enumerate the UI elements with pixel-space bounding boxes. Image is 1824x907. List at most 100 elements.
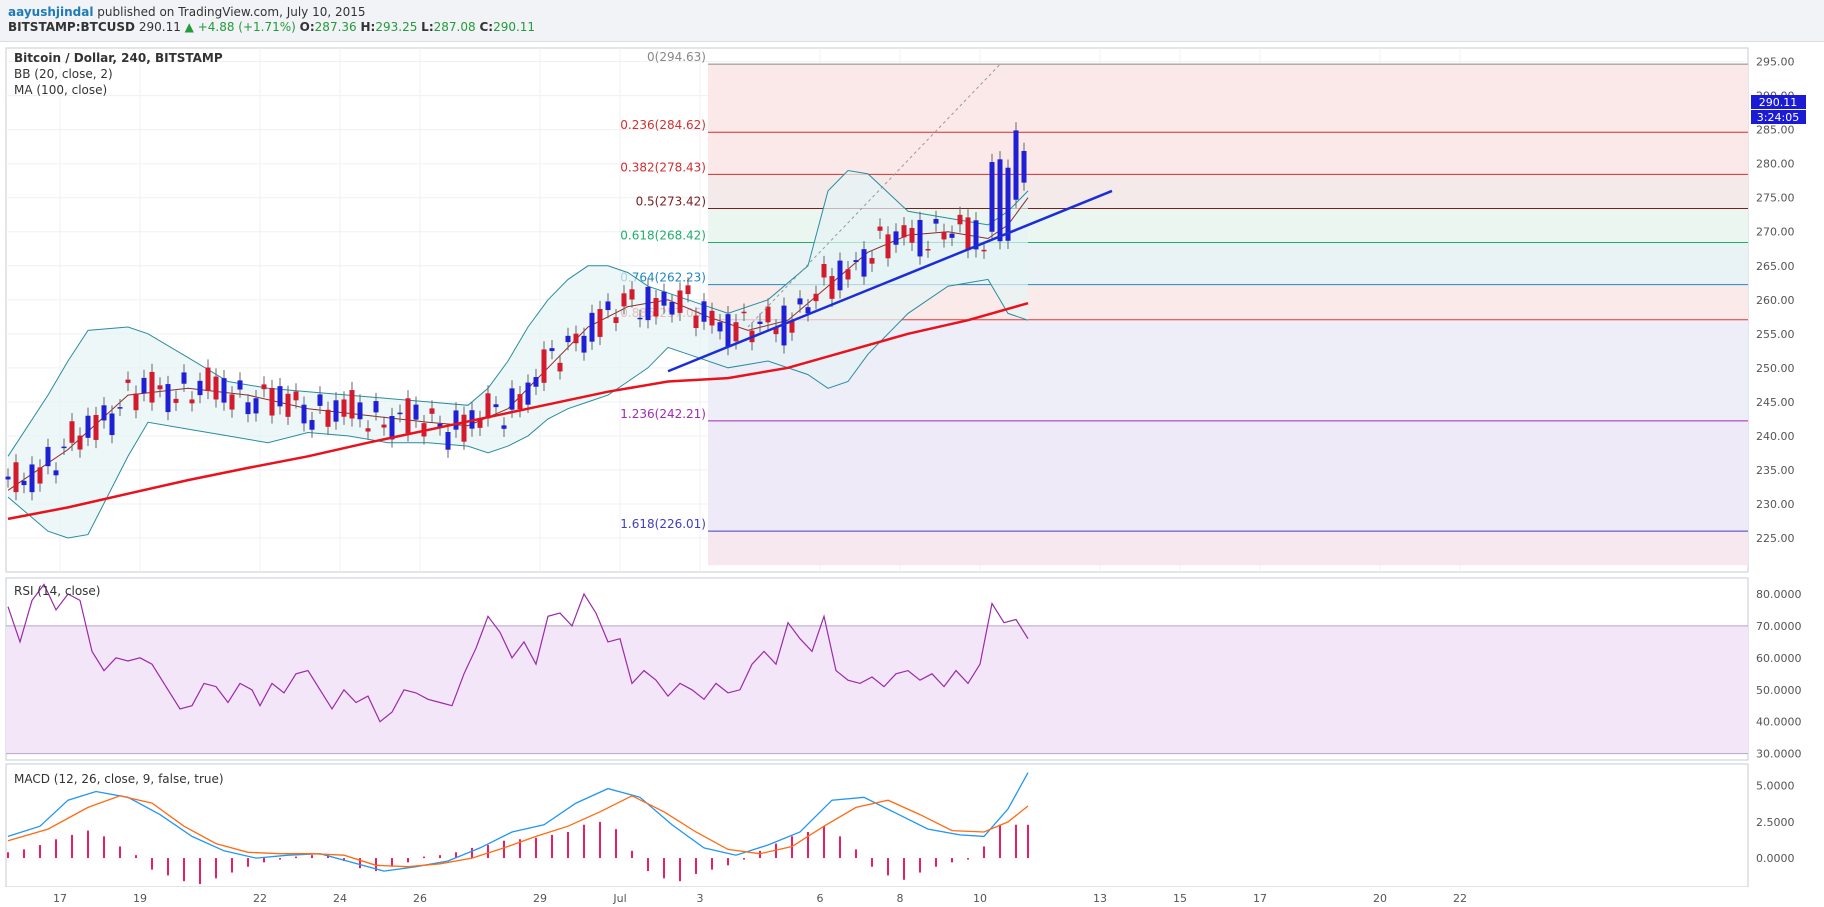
candle-body[interactable] [565,335,571,343]
candle-body[interactable] [661,291,667,306]
candle-body[interactable] [909,227,915,243]
candle-body[interactable] [277,386,283,407]
candle-body[interactable] [525,382,531,405]
candle-body[interactable] [637,317,643,320]
candle-body[interactable] [781,305,787,346]
candle-body[interactable] [237,380,243,390]
candle-body[interactable] [101,405,107,421]
candle-body[interactable] [877,226,883,231]
candle-body[interactable] [509,388,515,410]
candle-body[interactable] [325,409,331,427]
candle-body[interactable] [53,470,59,476]
candle-body[interactable] [493,404,499,408]
candle-body[interactable] [685,285,691,295]
candle-body[interactable] [165,384,171,413]
candle-body[interactable] [229,394,235,410]
candle-body[interactable] [757,321,763,324]
ma-legend[interactable]: MA (100, close) [14,83,107,97]
candle-body[interactable] [941,231,947,240]
rsi-pane[interactable]: 80.0000 70.0000 60.0000 50.0000 40.0000 30.00… [5,577,1802,761]
candle-body[interactable] [829,276,835,299]
candle-body[interactable] [773,327,779,335]
candle-body[interactable] [861,249,867,277]
candle-body[interactable] [205,367,211,391]
candle-body[interactable] [981,249,987,252]
candle-body[interactable] [181,372,187,384]
candle-body[interactable] [701,301,707,322]
candle-body[interactable] [109,413,115,436]
candle-body[interactable] [453,410,459,430]
candle-body[interactable] [917,219,923,257]
candle-body[interactable] [725,314,731,348]
candle-body[interactable] [709,310,715,326]
candle-body[interactable] [989,162,995,232]
candle-body[interactable] [141,377,147,394]
candle-body[interactable] [405,398,411,434]
candle-body[interactable] [885,234,891,259]
candle-body[interactable] [717,322,723,332]
macd-legend[interactable]: MACD (12, 26, close, 9, false, true) [14,772,224,786]
candle-body[interactable] [845,269,851,280]
candle-body[interactable] [253,398,259,414]
candle-body[interactable] [301,404,307,424]
candle-body[interactable] [605,301,611,311]
candle-body[interactable] [61,446,67,449]
candle-body[interactable] [269,387,275,416]
candle-body[interactable] [349,390,355,419]
bb-lower-line[interactable] [7,278,1029,539]
candle-body[interactable] [549,348,555,352]
fib-anchor-line[interactable] [747,63,1001,328]
candle-body[interactable] [581,335,587,353]
candle-body[interactable] [485,393,491,419]
candle-body[interactable] [21,480,27,486]
candle-body[interactable] [117,407,123,409]
candle-body[interactable] [901,225,907,238]
candle-body[interactable] [261,384,267,390]
candle-body[interactable] [245,402,251,415]
candle-body[interactable] [173,398,179,403]
candle-body[interactable] [797,298,803,305]
candle-body[interactable] [189,399,195,404]
candle-body[interactable] [45,446,51,467]
candle-body[interactable] [677,290,683,313]
candle-body[interactable] [669,301,675,315]
candle-body[interactable] [653,298,659,317]
candle-body[interactable] [285,393,291,417]
candle-body[interactable] [621,293,627,307]
candle-body[interactable] [429,408,435,414]
candle-body[interactable] [965,217,971,251]
bb-legend[interactable]: BB (20, close, 2) [14,67,113,81]
candle-body[interactable] [597,309,603,337]
candle-body[interactable] [477,418,483,428]
candle-body[interactable] [789,320,795,333]
candle-body[interactable] [293,391,299,401]
candle-body[interactable] [93,414,99,440]
candle-body[interactable] [357,402,363,420]
candle-body[interactable] [869,258,875,264]
rsi-legend[interactable]: RSI (14, close) [14,584,100,598]
trendline[interactable] [667,189,1113,373]
signal-line[interactable] [7,795,1029,868]
rsi-line[interactable] [7,583,1029,723]
candle-body[interactable] [533,377,539,387]
candle-body[interactable] [821,264,827,278]
candle-body[interactable] [317,394,323,406]
candle-body[interactable] [557,362,563,372]
candle-body[interactable] [1005,167,1011,241]
candle-body[interactable] [157,385,163,390]
candles[interactable] [5,122,1027,501]
candle-body[interactable] [341,399,347,417]
candle-body[interactable] [949,233,955,238]
candle-body[interactable] [973,220,979,250]
time-axis[interactable]: 17 19 22 24 26 29 Jul 3 6 8 10 13 15 17 20 22 [0,887,1824,907]
candle-body[interactable] [37,467,43,484]
candle-body[interactable] [221,378,227,403]
candle-body[interactable] [197,380,203,396]
candle-body[interactable] [397,412,403,415]
candle-body[interactable] [693,315,699,329]
candle-body[interactable] [373,401,379,413]
candle-body[interactable] [629,289,635,300]
candle-body[interactable] [1013,130,1019,200]
candle-body[interactable] [733,322,739,342]
candle-body[interactable] [133,393,139,411]
